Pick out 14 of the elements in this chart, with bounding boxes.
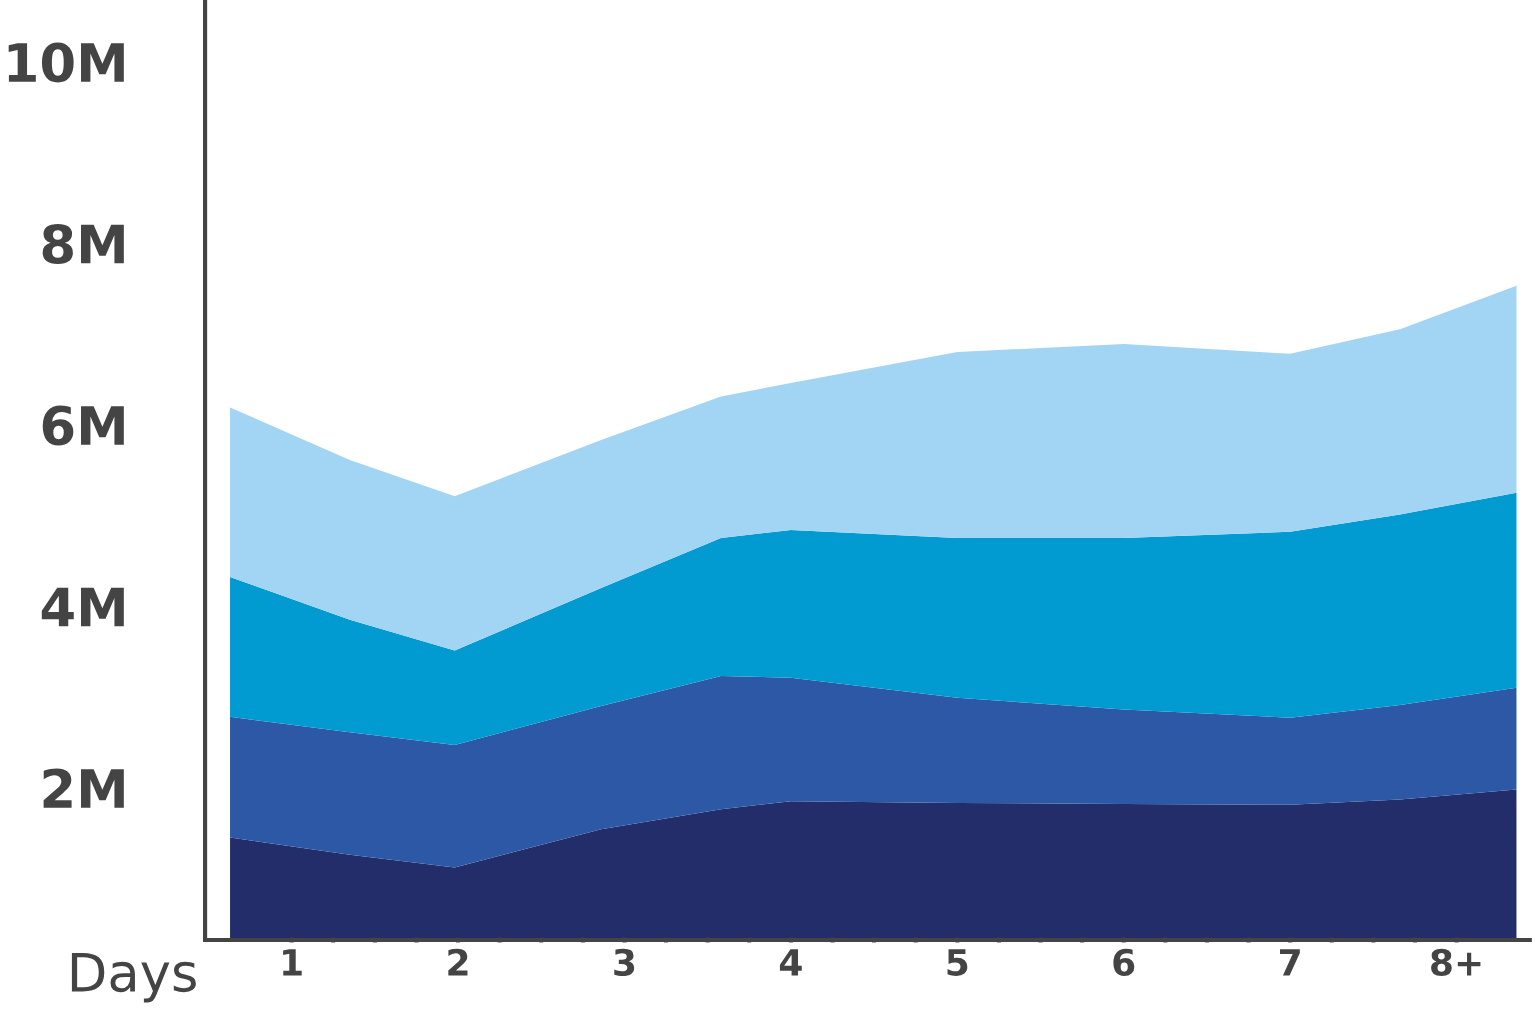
y-tick-label: 8M xyxy=(42,224,124,264)
x-tick-label: 2 xyxy=(448,948,468,976)
x-tick-label: 8+ xyxy=(1431,948,1481,976)
x-tick-label: 6 xyxy=(1113,948,1135,976)
x-tick-label: 4 xyxy=(779,949,802,976)
y-tick-label: 2M xyxy=(43,768,124,808)
x-tick-label: 5 xyxy=(947,949,968,976)
x-tick-label: 7 xyxy=(1279,949,1300,976)
x-tick-label: 1 xyxy=(283,949,302,976)
x-axis-title: Days xyxy=(71,952,196,1003)
y-tick-label: 10M xyxy=(8,42,124,83)
y-tick-label: 4M xyxy=(41,587,124,627)
x-tick-label: 3 xyxy=(614,948,635,976)
y-tick-label: 6M xyxy=(42,405,124,446)
